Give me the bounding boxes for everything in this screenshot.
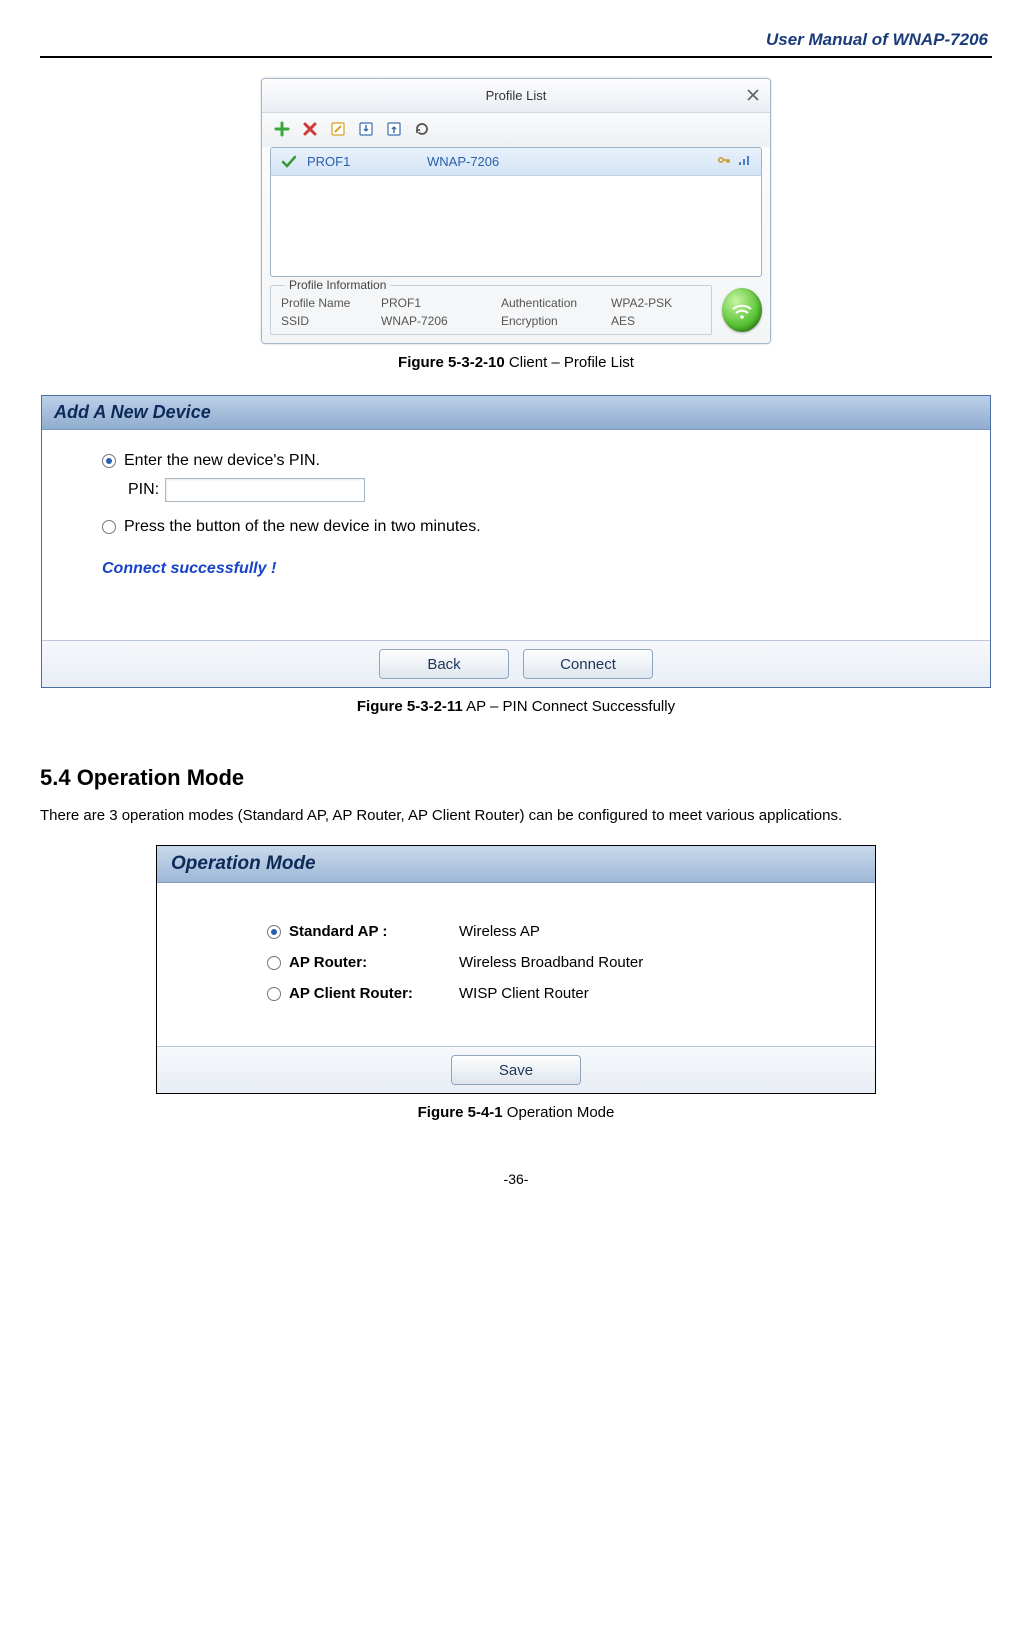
profile-ssid-cell: WNAP-7206 (427, 154, 707, 169)
figure3-caption-text: Operation Mode (503, 1104, 615, 1121)
profile-list-window: Profile List (261, 78, 771, 344)
profile-list-titlebar: Profile List (262, 79, 770, 113)
radio-icon (267, 956, 281, 970)
profile-listbox: PROF1 WNAP-7206 (270, 147, 762, 277)
info-value-auth: WPA2-PSK (611, 296, 701, 310)
export-icon[interactable] (384, 119, 404, 139)
key-icon (717, 153, 731, 170)
section-heading: 5.4 Operation Mode (40, 765, 992, 791)
import-icon[interactable] (356, 119, 376, 139)
profile-name-cell: PROF1 (307, 154, 417, 169)
figure2-caption: Figure 5-3-2-11 AP – PIN Connect Success… (40, 698, 992, 715)
radio-icon (102, 520, 116, 534)
operation-mode-header: Operation Mode (157, 846, 875, 883)
operation-mode-row[interactable]: AP Client Router:WISP Client Router (267, 985, 835, 1002)
operation-mode-panel: Operation Mode Standard AP :Wireless APA… (156, 845, 876, 1094)
header-divider (40, 56, 992, 58)
profile-toolbar (262, 113, 770, 147)
figure2-caption-number: Figure 5-3-2-11 (357, 698, 463, 715)
operation-mode-desc: Wireless Broadband Router (459, 954, 835, 971)
figure3-caption-number: Figure 5-4-1 (418, 1104, 503, 1121)
info-value-profile-name: PROF1 (381, 296, 501, 310)
operation-mode-row[interactable]: Standard AP :Wireless AP (267, 923, 835, 940)
radio-icon (102, 454, 116, 468)
operation-mode-label: Standard AP : (289, 923, 459, 940)
delete-icon[interactable] (300, 119, 320, 139)
figure1-caption-text: Client – Profile List (505, 354, 634, 371)
radio-press-button-label: Press the button of the new device in tw… (124, 518, 481, 536)
add-device-footer: Back Connect (42, 640, 990, 687)
figure2-caption-text: AP – PIN Connect Successfully (463, 698, 675, 715)
section-body-text: There are 3 operation modes (Standard AP… (40, 801, 992, 831)
profile-list-title: Profile List (486, 88, 547, 103)
operation-mode-label: AP Router: (289, 954, 459, 971)
save-button[interactable]: Save (451, 1055, 581, 1085)
profile-row[interactable]: PROF1 WNAP-7206 (271, 148, 761, 176)
pin-input[interactable] (165, 478, 365, 502)
info-label-enc: Encryption (501, 314, 611, 328)
radio-enter-pin[interactable]: Enter the new device's PIN. (102, 452, 930, 470)
info-label-ssid: SSID (281, 314, 381, 328)
profile-info-legend: Profile Information (285, 278, 390, 292)
figure-profile-list: Profile List (40, 78, 992, 371)
info-label-auth: Authentication (501, 296, 611, 310)
connect-button[interactable]: Connect (523, 649, 653, 679)
add-icon[interactable] (272, 119, 292, 139)
edit-icon[interactable] (328, 119, 348, 139)
radio-icon (267, 987, 281, 1001)
figure1-caption-number: Figure 5-3-2-10 (398, 354, 505, 371)
connect-success-message: Connect successfully ! (102, 560, 930, 578)
info-label-profile-name: Profile Name (281, 296, 381, 310)
add-device-panel: Add A New Device Enter the new device's … (41, 395, 991, 688)
radio-press-button[interactable]: Press the button of the new device in tw… (102, 518, 930, 536)
refresh-icon[interactable] (412, 119, 432, 139)
profile-info-section: Profile Information Profile Name PROF1 A… (270, 285, 762, 335)
radio-icon (267, 925, 281, 939)
operation-mode-footer: Save (157, 1046, 875, 1093)
radio-enter-pin-label: Enter the new device's PIN. (124, 452, 320, 470)
figure3-caption: Figure 5-4-1 Operation Mode (40, 1104, 992, 1121)
check-icon (281, 154, 297, 170)
pin-label: PIN: (128, 481, 159, 499)
info-value-ssid: WNAP-7206 (381, 314, 501, 328)
manual-header: User Manual of WNAP-7206 (40, 30, 992, 50)
page-number: -36- (40, 1171, 992, 1187)
operation-mode-desc: Wireless AP (459, 923, 835, 940)
operation-mode-desc: WISP Client Router (459, 985, 835, 1002)
signal-icon (737, 153, 751, 170)
info-value-enc: AES (611, 314, 701, 328)
operation-mode-label: AP Client Router: (289, 985, 459, 1002)
wifi-status-icon (722, 288, 762, 332)
operation-mode-row[interactable]: AP Router:Wireless Broadband Router (267, 954, 835, 971)
back-button[interactable]: Back (379, 649, 509, 679)
add-device-header: Add A New Device (42, 396, 990, 430)
figure1-caption: Figure 5-3-2-10 Client – Profile List (40, 354, 992, 371)
close-icon[interactable] (744, 86, 762, 104)
